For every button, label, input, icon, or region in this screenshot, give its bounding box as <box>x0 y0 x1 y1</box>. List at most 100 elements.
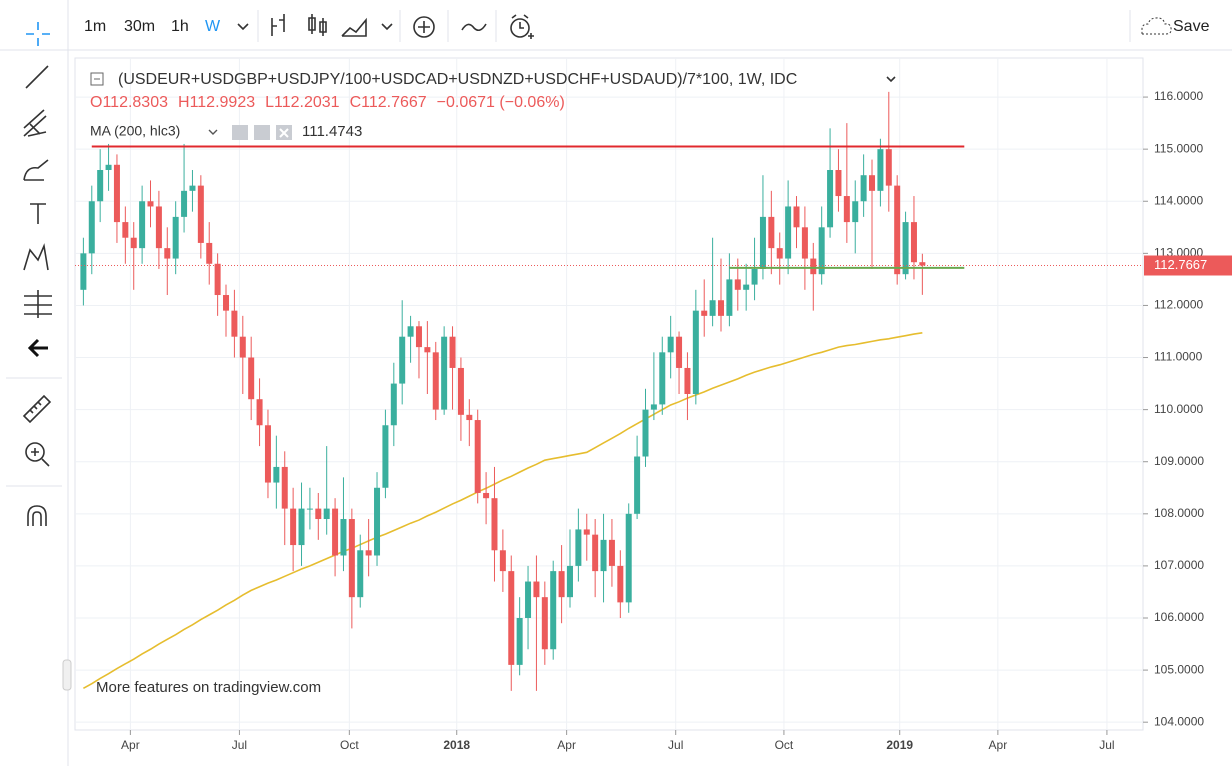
ruler-tool[interactable] <box>22 394 52 424</box>
candle-body <box>860 175 867 202</box>
last-price-badge <box>1144 255 1232 276</box>
candle-body <box>625 513 632 603</box>
watermark-link[interactable]: More features on tradingview.com <box>96 679 321 696</box>
style-dropdown[interactable] <box>381 23 393 31</box>
candle-body <box>415 326 422 348</box>
candle-body <box>743 284 750 290</box>
ohlc-prefix: H <box>178 94 190 111</box>
y-tick-label: 106.0000 <box>1154 610 1204 624</box>
compare-icon[interactable] <box>413 16 435 38</box>
candle-body <box>709 300 716 316</box>
candle-body <box>474 420 481 493</box>
candle-body <box>432 352 439 410</box>
indicator-value: 111.4743 <box>302 123 362 140</box>
y-tick-label: 109.0000 <box>1154 454 1204 468</box>
candle-body <box>214 263 221 296</box>
indicator-dropdown[interactable] <box>208 129 218 135</box>
candle-body <box>231 310 238 337</box>
candle-body <box>449 336 456 368</box>
zoom-plus <box>31 448 50 467</box>
candle-body <box>734 279 741 290</box>
cloud-icon[interactable] <box>1141 17 1172 35</box>
x-tick-label: Jul <box>232 738 247 752</box>
candle-body <box>290 508 297 546</box>
y-tick-label: 112.0000 <box>1154 298 1203 312</box>
candle-body <box>843 196 850 223</box>
alert-icon[interactable] <box>510 18 530 38</box>
x-tick-label: 2018 <box>443 738 470 752</box>
candle-body <box>659 352 666 405</box>
candle-body <box>525 581 532 618</box>
ohlc-prefix: O <box>90 94 102 111</box>
candle-body <box>164 248 171 259</box>
ohlc-value: 112.9923 <box>190 94 256 111</box>
fib-tool[interactable] <box>23 109 47 137</box>
candle-body <box>357 550 364 598</box>
interval-button[interactable]: 1h <box>171 18 189 35</box>
ohlc-legend: O112.8303 H112.9923 L112.2031 C112.7667 −0.0… <box>90 94 565 111</box>
y-tick-label: 105.0000 <box>1154 662 1204 676</box>
brush-tool[interactable] <box>23 159 49 181</box>
candle-body <box>650 404 657 410</box>
candle-body <box>869 175 876 191</box>
compare-plus <box>418 21 430 33</box>
candle-body <box>852 201 859 223</box>
candle-body <box>751 268 758 285</box>
candle-body <box>885 149 892 186</box>
candle-body <box>130 237 137 249</box>
pattern-tool[interactable] <box>23 243 49 271</box>
interval-button[interactable]: 1m <box>84 18 106 35</box>
candle-body <box>600 539 607 572</box>
y-tick-label: 116.0000 <box>1154 89 1203 103</box>
candle-body <box>441 336 448 410</box>
x-tick-label: Oct <box>775 738 794 752</box>
x-tick-label: Apr <box>121 738 140 752</box>
candle-body <box>642 409 649 457</box>
candle-body <box>608 539 615 566</box>
candle-body <box>575 529 582 566</box>
x-tick-label: Jul <box>668 738 683 752</box>
candle-body <box>516 618 523 665</box>
indicator-name: MA (200, hlc3) <box>90 123 180 139</box>
zoom-tool[interactable] <box>25 442 45 462</box>
candle-body <box>181 190 188 217</box>
bars-icon[interactable] <box>271 14 285 36</box>
candles-icon[interactable] <box>308 14 327 36</box>
x-tick-label: 2019 <box>886 738 913 752</box>
back-tool[interactable] <box>27 338 48 358</box>
candle-body <box>281 466 288 509</box>
candle-body <box>139 201 146 249</box>
candle-body <box>684 367 691 394</box>
indicator-settings[interactable] <box>254 125 270 140</box>
change-value: −0.0671 (−0.06%) <box>437 94 565 111</box>
candle-body <box>189 185 196 191</box>
interval-button[interactable]: W <box>205 18 221 35</box>
collapse-toggle[interactable] <box>90 72 104 86</box>
indicator-visibility[interactable] <box>232 125 248 140</box>
sidebar-toggle[interactable] <box>62 659 72 691</box>
interval-button[interactable]: 30m <box>124 18 155 35</box>
text-tool[interactable] <box>30 203 46 224</box>
x-tick-label: Apr <box>557 738 576 752</box>
ohlc-value: 112.7667 <box>361 94 427 111</box>
save-button[interactable]: Save <box>1173 18 1210 35</box>
candle-body <box>298 508 305 546</box>
crosshair-tool[interactable] <box>26 22 50 46</box>
candle-body <box>457 367 464 415</box>
area-icon[interactable] <box>341 17 367 37</box>
y-tick-label: 114.0000 <box>1154 193 1203 207</box>
candle-body <box>172 216 179 259</box>
trendline-tool[interactable] <box>25 65 49 89</box>
candle-body <box>407 326 414 337</box>
indicators-icon[interactable] <box>461 23 487 32</box>
prediction-tool[interactable] <box>24 290 52 318</box>
interval-dropdown[interactable] <box>237 23 249 31</box>
candle-body <box>80 253 87 290</box>
candle-body <box>676 336 683 368</box>
candle-body <box>113 164 120 223</box>
candle-body <box>726 279 733 316</box>
series-dropdown[interactable] <box>886 76 896 83</box>
magnet-tool[interactable] <box>27 505 47 526</box>
candle-body <box>718 300 725 316</box>
